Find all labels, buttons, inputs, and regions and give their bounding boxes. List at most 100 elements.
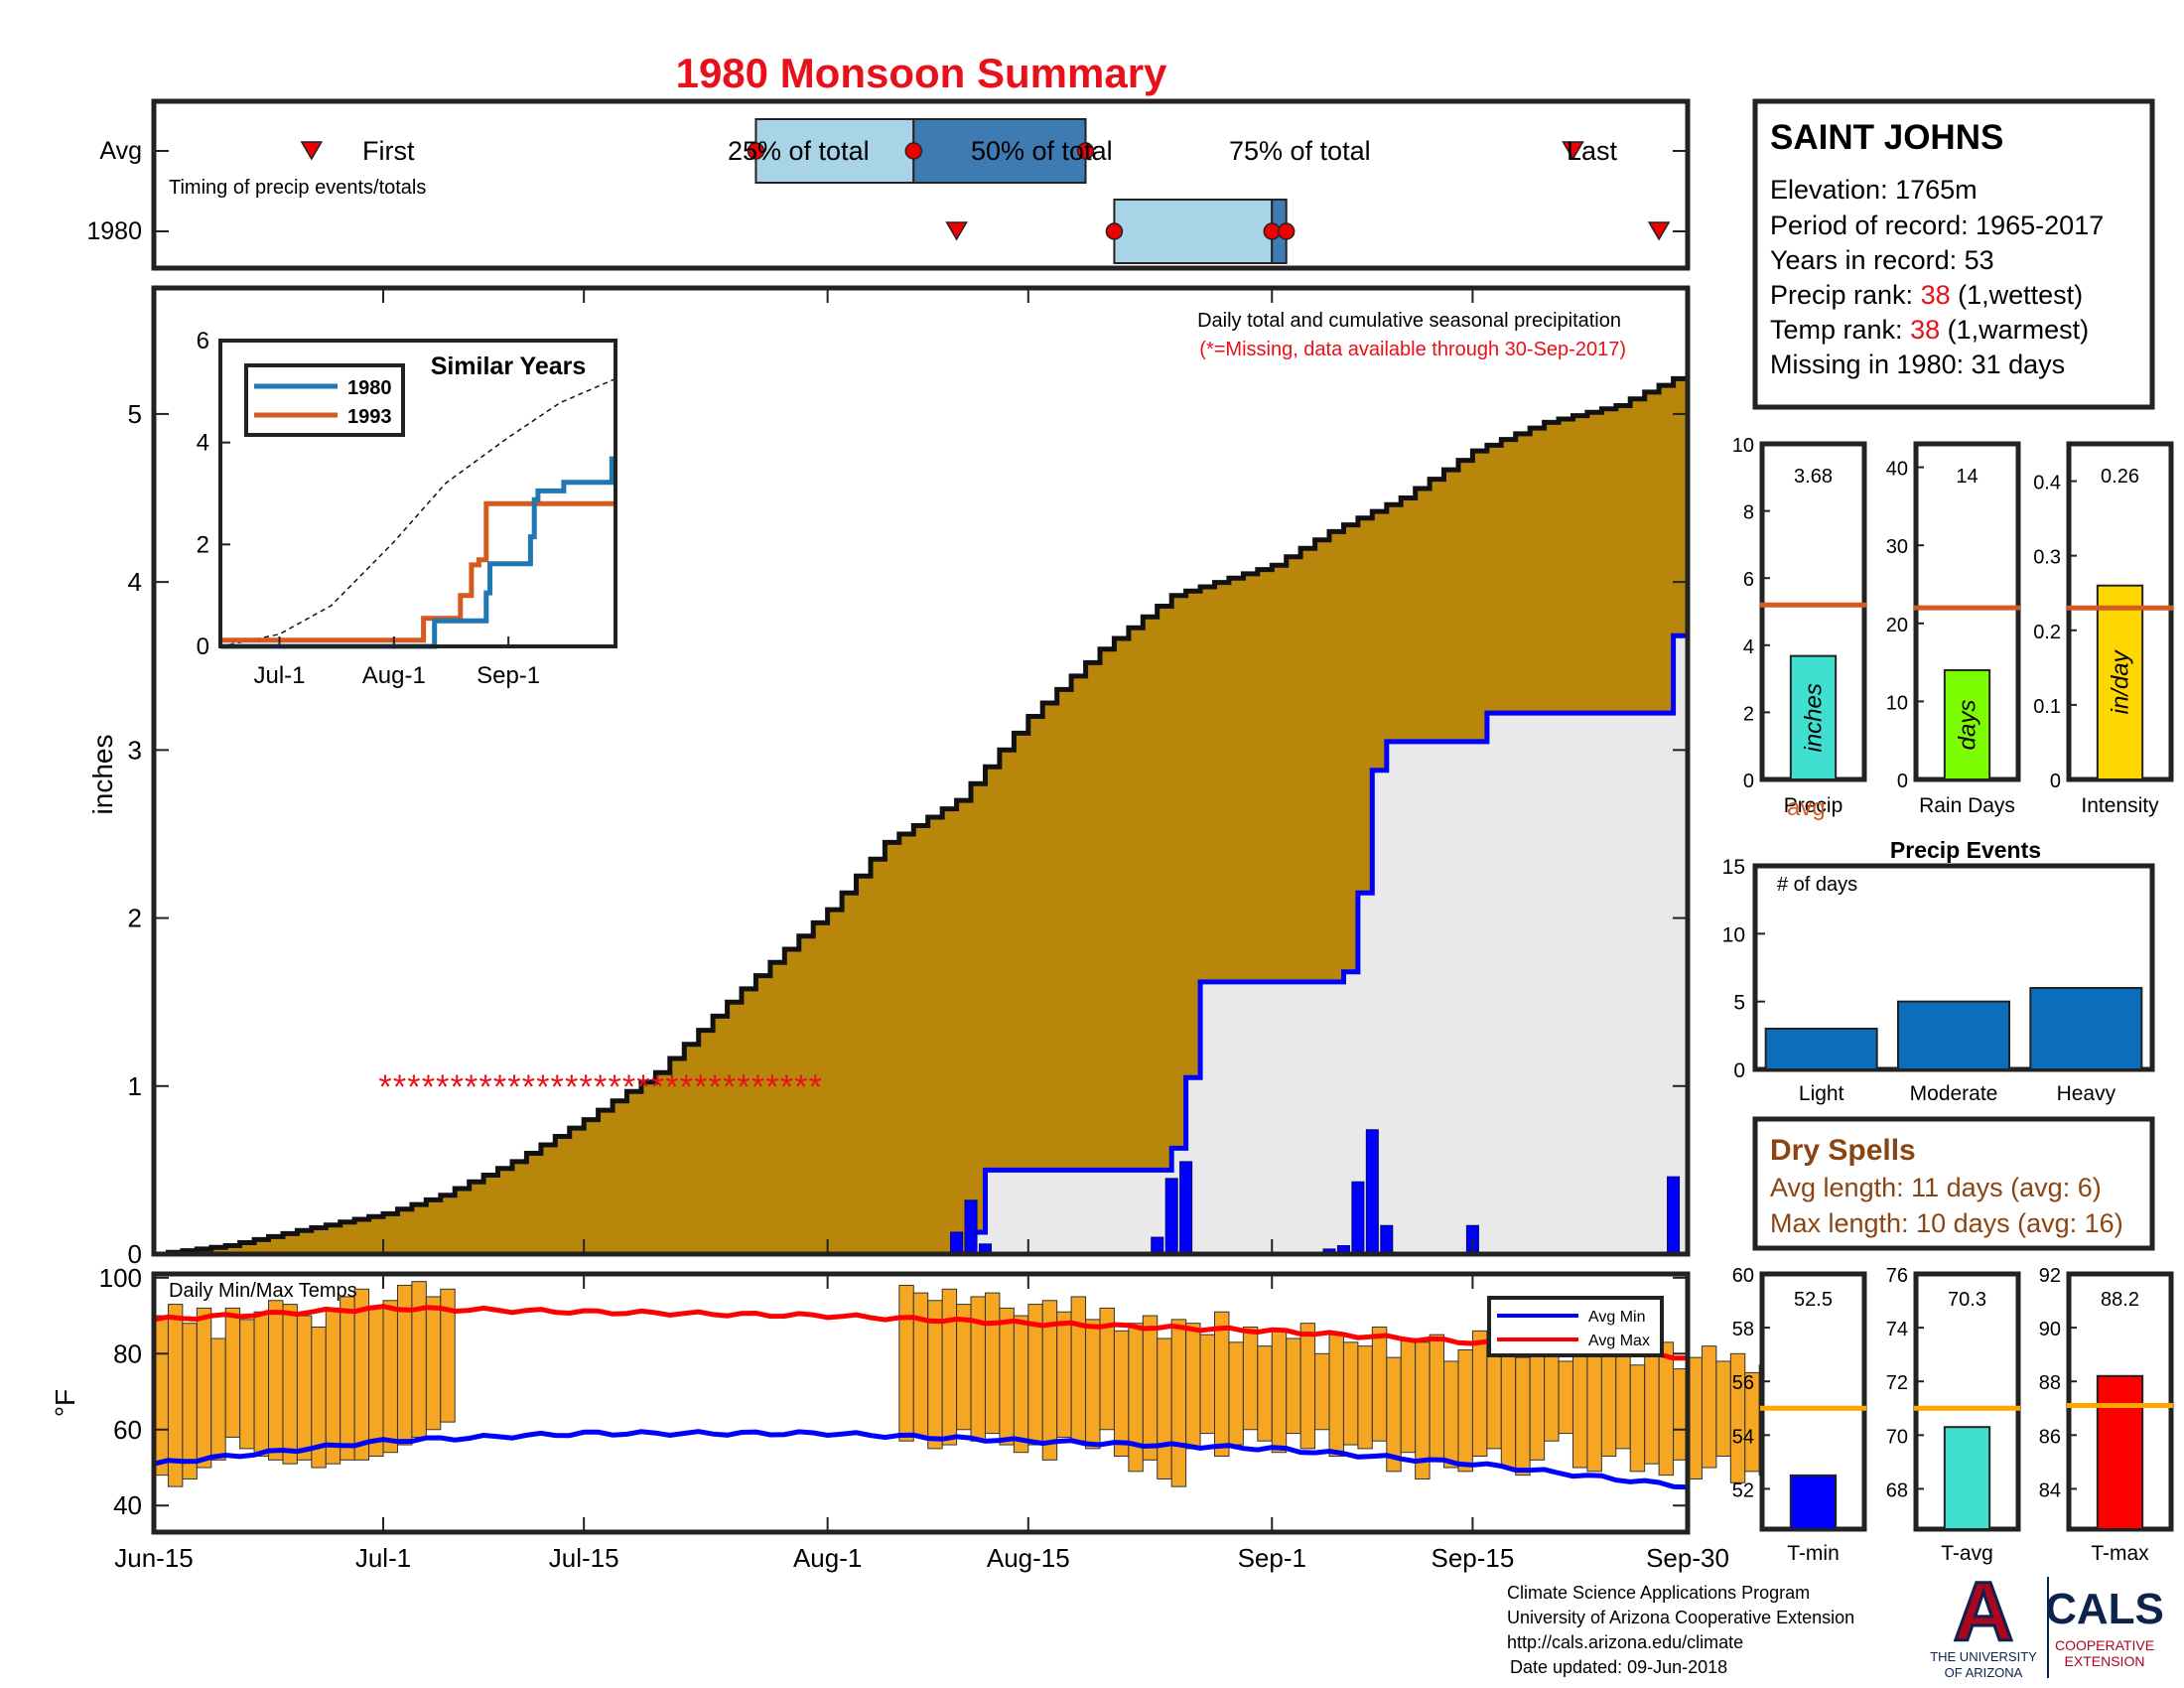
inset-1993-line — [220, 500, 615, 643]
daily-temp-bar — [898, 1284, 914, 1442]
daily-temp-bar — [1070, 1296, 1087, 1442]
daily-temp-bar — [1400, 1337, 1417, 1454]
missing-marker: * — [393, 1068, 406, 1106]
temp-ytick-label: 100 — [99, 1263, 142, 1293]
events-ytick-label: 5 — [1733, 992, 1745, 1015]
intensity-ytick-label: 0.1 — [2033, 696, 2061, 718]
tmax-stat-label: T-max — [2091, 1542, 2149, 1565]
tmin-ytick-label: 52 — [1732, 1479, 1754, 1501]
station-precip-rank: Precip rank: 38 (1,wettest) — [1770, 280, 2083, 310]
last-marker — [1562, 141, 1584, 161]
daily-temp-bar — [440, 1288, 456, 1423]
daily-temp-bar — [239, 1319, 255, 1450]
ua-logo-letter: A — [1954, 1565, 2014, 1658]
station-name: SAINT JOHNS — [1770, 118, 2003, 157]
missing-marker: * — [407, 1068, 420, 1106]
legend-1980-label: 1980 — [347, 377, 392, 399]
intensity-ytick-label: 0.3 — [2033, 547, 2061, 569]
daily-temp-bar — [1429, 1334, 1445, 1461]
precip-stat-charts: 0 2 4 6 8 10 inches 3.68 Precip 0 10 20 30 40 days 14 Ra… — [1732, 435, 2174, 817]
tmin-stat-label: T-min — [1787, 1542, 1840, 1565]
daily-temp-bar — [912, 1292, 929, 1438]
daily-temp-bar — [1199, 1334, 1216, 1435]
station-period: Period of record: 1965-2017 — [1770, 211, 2104, 240]
daily-temp-bar — [196, 1307, 212, 1469]
intensity-stat-bar — [2096, 584, 2144, 781]
raindays-stat-bar — [1943, 668, 1991, 780]
tavg-ytick-label: 74 — [1886, 1319, 1908, 1340]
tmax-ytick-label: 90 — [2039, 1319, 2061, 1340]
footer-line-2: University of Arizona Cooperative Extens… — [1507, 1608, 1854, 1627]
daily-temp-bar — [1056, 1311, 1072, 1438]
daily-temp-bar — [1113, 1330, 1130, 1458]
events-ytick-label: 0 — [1733, 1059, 1745, 1082]
timing-row-year: 1980 — [86, 217, 142, 245]
cals-sub-2: EXTENSION — [2065, 1653, 2145, 1669]
raindays-stat-value: 14 — [1956, 466, 1978, 488]
main-note-2: (*=Missing, data available through 30-Se… — [1199, 339, 1626, 360]
cals-sub-1: COOPERATIVE — [2055, 1637, 2154, 1653]
daily-temp-bar — [1371, 1327, 1388, 1442]
missing-marker: * — [565, 1068, 578, 1106]
daily-temp-bar — [1500, 1352, 1517, 1469]
daily-temp-bar — [1286, 1337, 1301, 1435]
missing-marker: * — [522, 1068, 535, 1106]
station-temp-rank: Temp rank: 38 (1,warmest) — [1770, 315, 2089, 345]
daily-temp-bar — [368, 1307, 384, 1458]
footer-credits: Climate Science Applications Program Uni… — [1507, 1583, 1854, 1677]
footer-line-3: http://cals.arizona.edu/climate — [1507, 1632, 1743, 1652]
precip-ytick-label: 4 — [1743, 636, 1754, 658]
tmin-ytick-label: 54 — [1732, 1426, 1754, 1448]
daily-temp-bar — [984, 1292, 1001, 1435]
tmax-ytick-label: 84 — [2039, 1479, 2061, 1501]
tmax-ytick-label: 92 — [2039, 1265, 2061, 1287]
precip-avg-label: avg — [1787, 794, 1826, 821]
daily-temp-bar — [224, 1307, 241, 1438]
missing-marker: * — [451, 1068, 464, 1106]
missing-marker: * — [622, 1068, 635, 1106]
precip-events-chart: Precip Events 0 5 10 15 Light Moderate Heavy #… — [1722, 837, 2155, 1105]
inset-xtick-label: Jul-1 — [253, 662, 305, 689]
daily-precip-bar — [1365, 1129, 1379, 1255]
tmax-stat-bar — [2096, 1374, 2144, 1531]
temp-y-ticks: 40 60 80 100 — [99, 1263, 1688, 1520]
missing-marker: * — [780, 1068, 793, 1106]
daily-temp-bar — [1314, 1352, 1330, 1431]
legend-avgmin-label: Avg Min — [1588, 1309, 1646, 1326]
last-marker — [1647, 221, 1671, 241]
date-tick-label: Sep-30 — [1646, 1543, 1729, 1573]
raindays-ytick-label: 10 — [1886, 692, 1908, 714]
missing-marker: * — [594, 1068, 607, 1106]
similar-years-inset: 0 2 4 6 Jul-1 Aug-1 Sep-1 Similar Years 1980 1… — [197, 328, 617, 689]
events-plot-area: 0 5 10 15 Light Moderate Heavy — [1722, 856, 2143, 1105]
year-cumulative-line — [154, 633, 1688, 1257]
temp-legend: Avg Min Avg Max — [1487, 1296, 1664, 1357]
main-note-1: Daily total and cumulative seasonal prec… — [1197, 310, 1621, 332]
daily-temp-bar — [1571, 1345, 1588, 1469]
inset-ytick-label: 4 — [197, 430, 209, 457]
daily-temp-bar — [1615, 1348, 1631, 1450]
daily-temp-bar — [1228, 1341, 1244, 1446]
daily-temp-bar — [1085, 1319, 1101, 1450]
inset-ytick-label: 0 — [197, 633, 209, 660]
daily-temp-bar — [1128, 1323, 1144, 1473]
missing-marker: * — [580, 1068, 593, 1106]
daily-temp-bar — [1013, 1315, 1029, 1454]
missing-marker: * — [694, 1068, 707, 1106]
tavg-ytick-label: 70 — [1886, 1426, 1908, 1448]
tmin-ytick-label: 60 — [1732, 1265, 1754, 1287]
dry-title: Dry Spells — [1770, 1134, 1916, 1167]
daily-temp-bar — [253, 1311, 270, 1458]
tmin-ytick-label: 56 — [1732, 1372, 1754, 1394]
inset-xtick-label: Aug-1 — [362, 662, 426, 689]
tavg-ytick-label: 76 — [1886, 1265, 1908, 1287]
station-elevation: Elevation: 1765m — [1770, 175, 1978, 205]
inset-title: Similar Years — [431, 352, 587, 380]
daily-temp-bar — [1471, 1330, 1488, 1458]
daily-temp-bar — [1271, 1330, 1288, 1454]
ua-logo-text-2: OF ARIZONA — [1945, 1665, 2023, 1680]
tmax-stat-value: 88.2 — [2101, 1289, 2139, 1311]
dry-max: Max length: 10 days (avg: 16) — [1770, 1208, 2123, 1238]
footer-line-1: Climate Science Applications Program — [1507, 1583, 1810, 1603]
